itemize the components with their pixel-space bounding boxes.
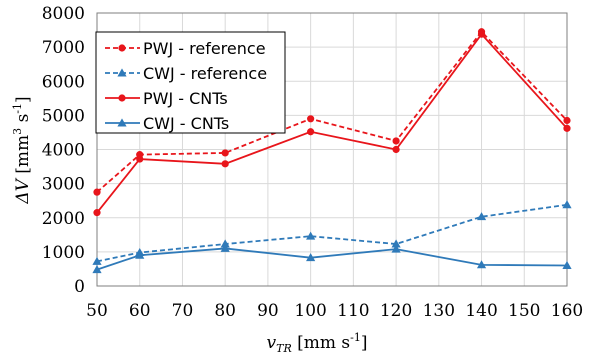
x-tick-label: 60 xyxy=(129,301,151,321)
x-tick-label: 80 xyxy=(214,301,236,321)
data-point xyxy=(136,155,144,163)
legend-marker xyxy=(117,68,127,77)
series-group xyxy=(92,28,572,274)
x-tick-label: 50 xyxy=(86,301,108,321)
data-point xyxy=(92,256,102,265)
data-point xyxy=(476,212,487,221)
legend-label: CWJ - reference xyxy=(143,64,267,83)
data-point xyxy=(221,160,229,168)
data-point xyxy=(392,145,400,154)
data-point xyxy=(307,115,315,123)
data-point xyxy=(476,260,487,269)
y-tick-label: 8000 xyxy=(42,4,85,24)
legend-marker xyxy=(118,44,126,52)
x-tick-label: 90 xyxy=(257,301,279,321)
data-point xyxy=(391,239,401,248)
legend-marker xyxy=(117,118,127,127)
data-point xyxy=(563,124,571,132)
plot-frame xyxy=(96,12,568,287)
x-tick-label: 110 xyxy=(337,301,369,321)
legend: PWJ - reference CWJ - reference PWJ - CNTs… xyxy=(95,31,286,134)
x-axis-ticks: 50 60 70 80 90 100 110 120 130 140 150 160 xyxy=(86,301,583,321)
data-point xyxy=(306,253,316,262)
legend-label: CWJ - CNTs xyxy=(143,114,229,133)
y-tick-label: 0 xyxy=(74,277,85,297)
legend-box xyxy=(95,31,286,134)
x-tick-label: 150 xyxy=(508,301,540,321)
data-point xyxy=(221,149,229,157)
data-point xyxy=(306,231,316,240)
y-tick-label: 6000 xyxy=(42,72,85,92)
y-tick-label: 2000 xyxy=(42,209,85,229)
data-point xyxy=(93,209,101,217)
data-point xyxy=(92,265,102,274)
x-tick-label: 140 xyxy=(465,301,497,321)
y-tick-label: 4000 xyxy=(42,141,85,161)
y-tick-label: 5000 xyxy=(42,106,85,126)
series-4 xyxy=(92,243,572,274)
data-point xyxy=(391,244,401,253)
data-point xyxy=(392,137,400,145)
y-tick-label: 3000 xyxy=(42,175,85,195)
series-3 xyxy=(93,30,571,217)
data-point xyxy=(477,30,486,38)
data-point xyxy=(562,260,572,269)
x-tick-label: 130 xyxy=(423,301,455,321)
x-tick-label: 70 xyxy=(172,301,194,321)
legend-marker xyxy=(118,94,126,102)
y-tick-label: 1000 xyxy=(42,243,85,263)
legend-label: PWJ - CNTs xyxy=(143,89,228,108)
y-axis-ticks: 0 1000 2000 3000 4000 5000 6000 7000 8000 xyxy=(42,4,85,297)
data-point xyxy=(562,200,572,209)
y-tick-label: 7000 xyxy=(42,38,85,58)
y-axis-title: ΔV [mm3 s-1] xyxy=(11,96,33,204)
data-point xyxy=(563,116,571,125)
x-tick-label: 120 xyxy=(380,301,412,321)
data-point xyxy=(93,188,101,196)
data-point xyxy=(220,239,230,248)
x-tick-label: 100 xyxy=(294,301,326,321)
legend-label: PWJ - reference xyxy=(143,39,266,58)
x-axis-title: vTR [mm s-1] xyxy=(267,331,368,355)
data-point xyxy=(307,128,315,136)
data-point xyxy=(135,250,145,259)
x-tick-label: 160 xyxy=(551,301,583,321)
data-point xyxy=(220,243,230,252)
